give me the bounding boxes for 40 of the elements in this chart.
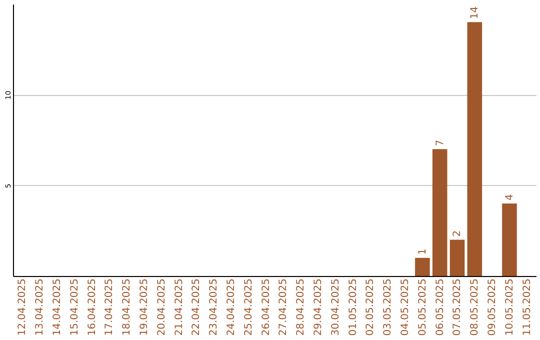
x-tick-label: 14.04.2025 [52, 278, 63, 336]
x-tick-label: 22.04.2025 [191, 278, 202, 336]
x-tick-label: 01.05.2025 [348, 278, 359, 336]
x-tick-label: 10.05.2025 [504, 278, 516, 336]
x-tick-label: 24.04.2025 [226, 278, 237, 336]
bar [450, 240, 465, 276]
x-tick-label: 23.04.2025 [208, 278, 220, 336]
x-tick-label: 13.04.2025 [34, 278, 46, 336]
x-tick-label: 02.05.2025 [365, 278, 376, 336]
x-tick-label: 11.05.2025 [522, 278, 533, 336]
x-tick-label: 20.04.2025 [156, 278, 168, 336]
x-tick-label: 19.04.2025 [138, 278, 150, 336]
x-tick-label: 06.05.2025 [434, 278, 446, 336]
x-tick-label: 15.04.2025 [69, 278, 80, 336]
bar [432, 149, 448, 276]
x-tick-label: 26.04.2025 [260, 278, 272, 336]
x-tick-label: 05.05.2025 [417, 278, 428, 336]
x-tick-label: 07.05.2025 [452, 278, 464, 336]
x-tick-label: 16.04.2025 [86, 278, 98, 336]
data-label: 2 [452, 230, 464, 237]
bar [502, 203, 517, 276]
data-label: 1 [417, 248, 428, 255]
x-tick-label: 08.05.2025 [470, 278, 481, 336]
x-tick-label: 30.04.2025 [330, 278, 342, 336]
x-tick-label: 04.05.2025 [400, 278, 412, 336]
x-tick-label: 21.04.2025 [174, 278, 185, 336]
x-tick-label: 25.04.2025 [243, 278, 254, 336]
data-label: 14 [470, 6, 481, 20]
bar [467, 22, 482, 276]
x-tick-label: 28.04.2025 [296, 278, 307, 336]
x-tick-label: 03.05.2025 [382, 278, 394, 336]
x-tick-label: 18.04.2025 [122, 278, 133, 336]
data-label: 7 [434, 140, 446, 146]
data-label: 4 [504, 194, 516, 200]
x-tick-label: 17.04.2025 [104, 278, 116, 336]
x-tick-label: 09.05.2025 [487, 278, 498, 336]
x-tick-label: 27.04.2025 [278, 278, 290, 336]
x-tick-label: 12.04.2025 [17, 278, 28, 336]
bar [415, 258, 430, 276]
x-tick-label: 29.04.2025 [313, 278, 324, 336]
